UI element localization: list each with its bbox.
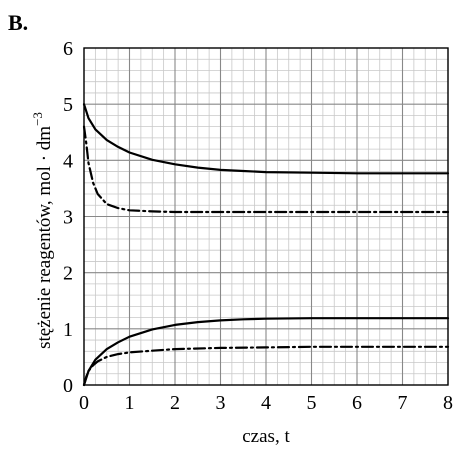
y-tick-label: 3 xyxy=(63,207,73,229)
y-tick-label: 2 xyxy=(63,263,73,285)
x-tick-label: 7 xyxy=(398,392,408,414)
y-tick-label: 4 xyxy=(63,150,73,172)
series-layer xyxy=(82,103,450,387)
x-tick-label: 3 xyxy=(216,392,226,414)
plot-frame xyxy=(83,47,449,386)
x-tick-labels: 0 1 2 3 4 5 6 7 8 xyxy=(79,392,453,414)
y-axis-label-text: stężenie reagentów, mol · dm xyxy=(34,126,55,349)
y-tick-label: 0 xyxy=(63,375,73,397)
x-tick-label: 4 xyxy=(261,392,271,414)
series-line-3-solid xyxy=(82,317,450,387)
x-tick-label: 0 xyxy=(79,392,89,414)
series-line-4-dashdot xyxy=(82,345,450,387)
y-tick-labels: 0 1 2 3 4 5 6 xyxy=(63,38,73,397)
y-tick-label: 5 xyxy=(63,94,73,116)
panel-label: B. xyxy=(8,10,28,35)
x-tick-label: 5 xyxy=(307,392,317,414)
y-axis-label: stężenie reagentów, mol · dm−3 xyxy=(30,112,55,349)
series-line-2-dashdot xyxy=(82,125,450,214)
x-tick-label: 6 xyxy=(352,392,362,414)
x-tick-label: 1 xyxy=(125,392,135,414)
x-axis-label: czas, t xyxy=(242,426,290,447)
y-tick-label: 6 xyxy=(63,38,73,60)
y-axis-label-exponent: −3 xyxy=(30,112,45,126)
y-tick-label: 1 xyxy=(63,319,73,341)
x-tick-label: 2 xyxy=(170,392,180,414)
series-line-1-solid xyxy=(82,103,450,175)
x-tick-label: 8 xyxy=(443,392,453,414)
